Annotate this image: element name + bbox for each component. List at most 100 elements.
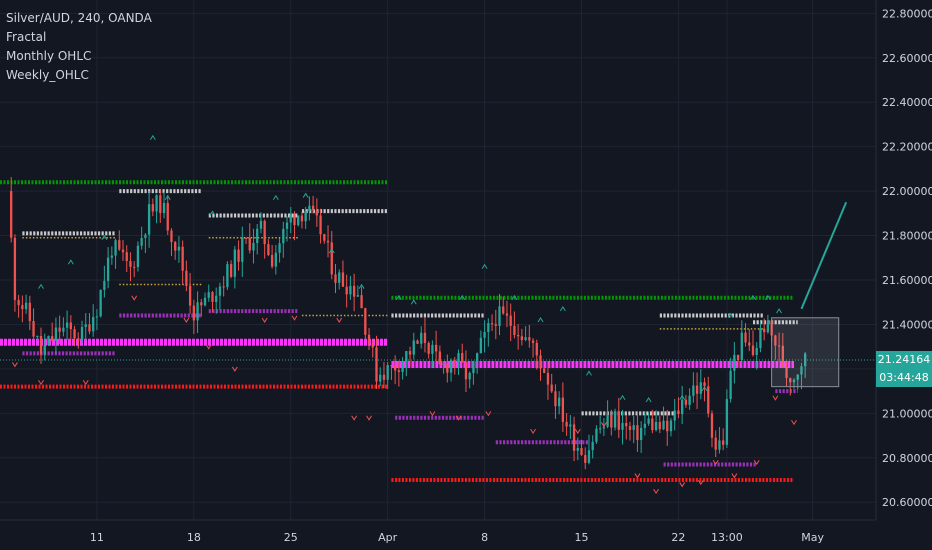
candle-body [565, 421, 568, 427]
candle-body [345, 286, 348, 295]
candle-body [457, 353, 460, 362]
candle-body [248, 238, 251, 251]
candle-body [666, 420, 669, 432]
candle-body [587, 450, 591, 463]
fractal-down-marker [530, 428, 536, 435]
legend-symbol[interactable]: Silver/AUD, 240, OANDA [6, 11, 152, 25]
candle-body [591, 441, 594, 451]
candle-body [792, 379, 796, 383]
candle-body [80, 327, 84, 341]
candle-body [106, 257, 110, 281]
candle-body [561, 397, 565, 422]
candle-body [543, 368, 546, 373]
candle-body [174, 242, 177, 251]
candle-body [54, 327, 58, 341]
fractal-down-marker [731, 473, 738, 479]
fractal-up-marker [619, 394, 626, 401]
candle-body [490, 323, 494, 325]
candle-body [121, 249, 125, 253]
candle-body [748, 342, 751, 346]
candle-body [733, 354, 736, 371]
candle-body [431, 344, 434, 354]
candle-body [643, 423, 647, 428]
candle-body [651, 418, 654, 431]
candle-body [140, 237, 143, 246]
candle-body [159, 195, 162, 214]
candle-body [84, 324, 87, 328]
candle-body [584, 455, 587, 463]
fractal-up-marker [559, 305, 566, 312]
candle-body [289, 215, 292, 223]
price-tick-label: 21.60000 [882, 274, 932, 287]
candle-body [259, 220, 263, 229]
candle-body [427, 342, 430, 354]
legend-indicator-weekly-ohlc[interactable]: Weekly_OHLC [6, 68, 89, 82]
candle-body [464, 362, 468, 380]
candle-body [785, 367, 788, 379]
projection-line [800, 201, 848, 310]
fractal-up-marker [679, 394, 686, 401]
candle-body [632, 425, 635, 430]
candle-body [28, 302, 31, 322]
candle-body [774, 335, 777, 346]
candle-body [684, 399, 688, 405]
candle-body [524, 337, 527, 341]
time-axis-panel [0, 520, 932, 550]
candle-body [330, 242, 333, 275]
fractal-down-marker [261, 317, 268, 323]
candle-body [446, 363, 449, 373]
candle-body [602, 426, 606, 429]
candle-body [129, 261, 132, 267]
candle-body [546, 372, 550, 385]
candle-body [133, 266, 136, 268]
candle-body [572, 424, 576, 451]
fractal-up-marker [750, 294, 756, 301]
price-tick-label: 20.60000 [882, 496, 932, 509]
candle-body [285, 222, 289, 229]
price-tick-label: 22.00000 [882, 185, 932, 198]
candle-body [147, 204, 151, 235]
candle-body [539, 355, 542, 369]
candle-body [569, 424, 572, 427]
candle-body [151, 204, 154, 212]
candle-body [300, 215, 304, 222]
candle-body [114, 240, 117, 256]
candle-body [17, 299, 20, 306]
price-axis-panel [876, 0, 932, 550]
candle-body [32, 321, 35, 337]
candle-body [278, 243, 281, 253]
candle-body [408, 351, 412, 355]
candle-body [509, 315, 512, 326]
current-price-label: 21.24164 [876, 351, 932, 369]
legend-indicator-fractal[interactable]: Fractal [6, 30, 47, 44]
candle-body [669, 420, 673, 432]
candle-body [494, 324, 497, 326]
candle-body [554, 391, 557, 407]
candle-body [438, 351, 442, 365]
legend-indicator-monthly-ohlc[interactable]: Monthly OHLC [6, 49, 92, 63]
fractal-up-marker [67, 259, 74, 265]
candle-body [371, 343, 374, 348]
fractal-up-marker [164, 194, 171, 201]
time-tick-label: Apr [378, 531, 398, 544]
fractal-up-marker [209, 210, 216, 216]
candles [10, 177, 807, 470]
candle-body [640, 427, 643, 441]
candle-body [479, 337, 483, 354]
candle-body [118, 240, 121, 250]
candle-body [233, 249, 236, 277]
candle-body [24, 302, 28, 310]
candle-body [453, 360, 456, 362]
candle-body [95, 316, 99, 318]
fractal-up-marker [459, 294, 466, 301]
candle-body [297, 215, 300, 226]
fractal-up-marker [511, 294, 518, 301]
candle-body [557, 397, 561, 407]
price-tick-label: 21.00000 [882, 407, 932, 420]
candle-body [434, 344, 438, 352]
fractal-up-marker [395, 294, 402, 301]
fractal-up-marker [481, 263, 488, 269]
time-tick-label: 25 [284, 531, 298, 544]
